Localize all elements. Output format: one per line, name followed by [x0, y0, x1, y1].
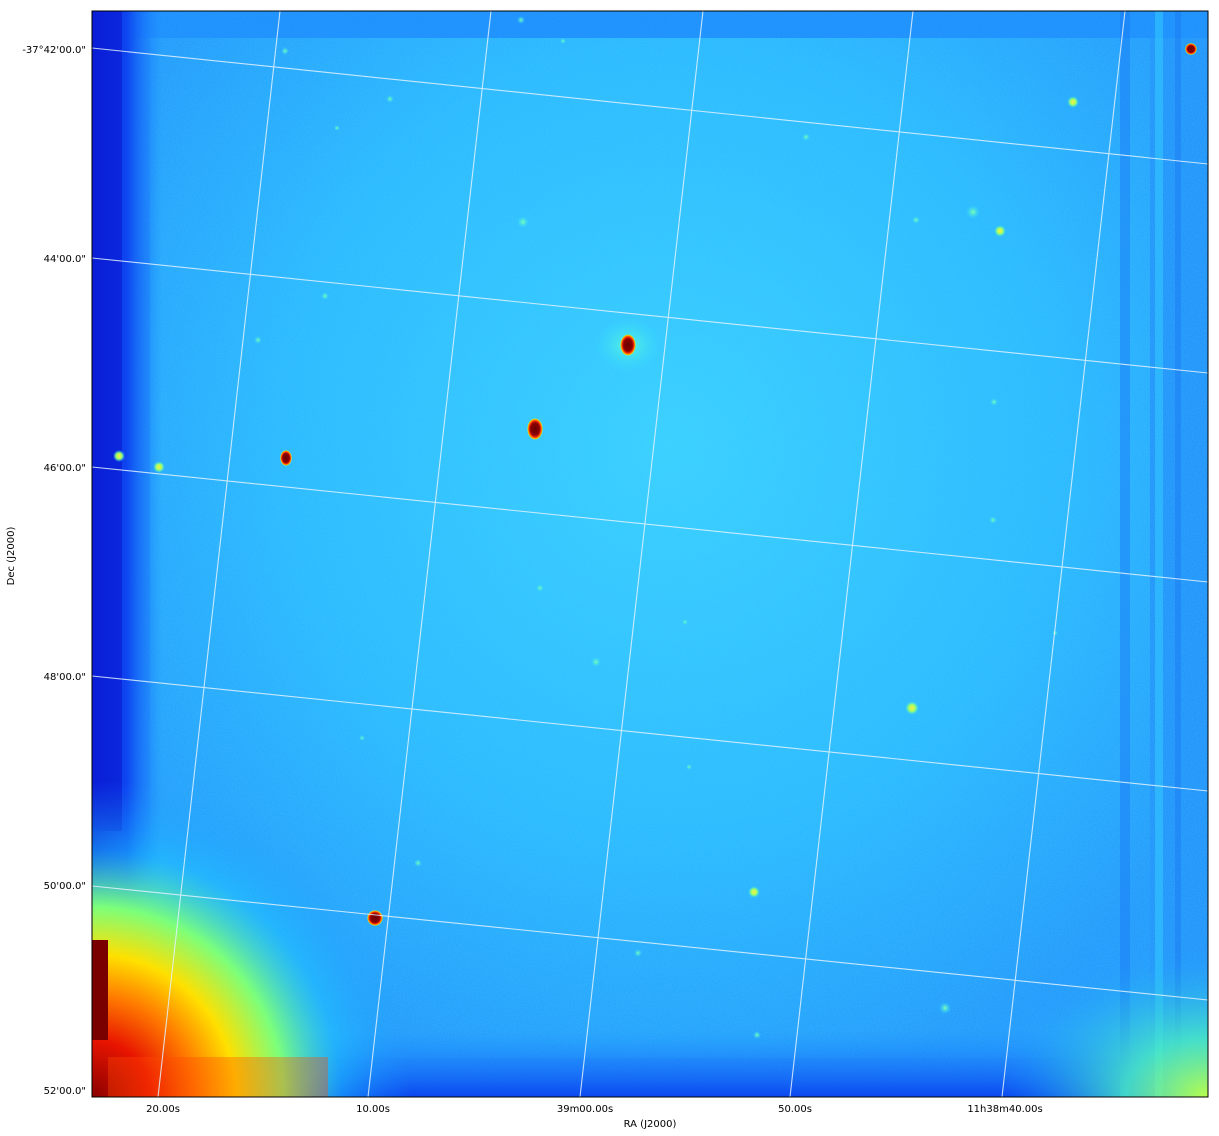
- faint-source: [591, 657, 601, 667]
- source: [153, 461, 165, 473]
- faint-source: [912, 216, 920, 224]
- faint-source: [989, 516, 997, 524]
- y-tick-labels: -37°42'00.0" 44'00.0" 46'00.0" 48'00.0" …: [22, 45, 86, 1097]
- faint-source: [321, 292, 329, 300]
- x-axis-label: RA (J2000): [624, 1119, 677, 1130]
- faint-source: [359, 735, 365, 741]
- y-tick-label: 44'00.0": [44, 254, 86, 265]
- faint-source: [254, 336, 262, 344]
- y-tick-label: -37°42'00.0": [22, 45, 86, 56]
- bright-source: [1185, 43, 1197, 55]
- plot-frame: [91, 10, 1209, 1098]
- source: [939, 1002, 951, 1014]
- bright-source: [280, 450, 292, 466]
- source: [113, 450, 125, 462]
- y-axis-label: Dec (J2000): [6, 527, 17, 586]
- faint-source: [517, 16, 525, 24]
- faint-source: [682, 619, 688, 625]
- source: [748, 886, 760, 898]
- source: [1067, 96, 1079, 108]
- x-tick-label: 39m00.00s: [557, 1104, 613, 1115]
- source: [966, 205, 980, 219]
- faint-source: [414, 859, 422, 867]
- x-tick-label: 50.00s: [778, 1104, 812, 1115]
- y-tick-label: 52'00.0": [44, 1086, 86, 1097]
- y-tick-label: 48'00.0": [44, 672, 86, 683]
- coordinate-grid: [92, 11, 1208, 1097]
- faint-source: [686, 764, 692, 770]
- faint-source: [334, 125, 340, 131]
- source: [994, 225, 1006, 237]
- faint-source: [560, 38, 566, 44]
- faint-source: [634, 949, 642, 957]
- x-tick-labels: 20.00s 10.00s 39m00.00s 50.00s 11h38m40.…: [146, 1104, 1043, 1115]
- x-tick-label: 20.00s: [146, 1104, 180, 1115]
- bright-source: [367, 910, 383, 926]
- y-tick-label: 50'00.0": [44, 881, 86, 892]
- faint-source: [753, 1031, 761, 1039]
- x-tick-label: 11h38m40.00s: [967, 1104, 1042, 1115]
- source: [517, 216, 529, 228]
- y-tick-label: 46'00.0": [44, 463, 86, 474]
- bright-source: [620, 334, 636, 356]
- source: [905, 701, 919, 715]
- sky-image: [92, 11, 1208, 1097]
- faint-source: [281, 47, 289, 55]
- faint-source: [802, 133, 810, 141]
- faint-source: [990, 398, 998, 406]
- faint-source: [386, 95, 394, 103]
- faint-source: [536, 584, 544, 592]
- bright-source: [527, 418, 543, 440]
- x-tick-label: 10.00s: [356, 1104, 390, 1115]
